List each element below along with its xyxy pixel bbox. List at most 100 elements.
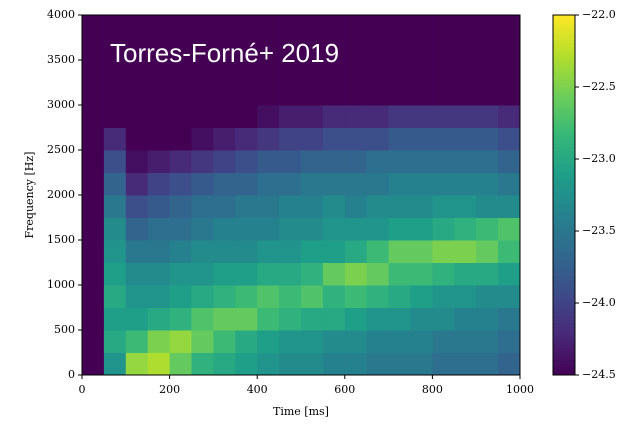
heatmap-cell [367,38,389,61]
heatmap-cell [411,195,433,218]
heatmap-cell [345,195,367,218]
heatmap-cell [345,128,367,151]
heatmap-cell [432,218,454,241]
heatmap-cell [345,105,367,128]
colorbar-segment [553,231,575,236]
heatmap-cell [454,128,476,151]
heatmap-cell [498,330,520,353]
heatmap-cell [257,263,279,286]
heatmap-cell [323,285,345,308]
heatmap-cell [279,285,301,308]
heatmap-cell [323,195,345,218]
heatmap-cell [432,240,454,263]
heatmap-cell [279,150,301,173]
heatmap-cell [104,308,126,331]
colorbar-segment [553,215,575,220]
heatmap-cell [257,353,279,376]
heatmap-cell [345,240,367,263]
heatmap-cell [235,15,257,38]
heatmap-cell [432,105,454,128]
heatmap-cell [148,173,170,196]
heatmap-cell [148,353,170,376]
colorbar-segment [553,195,575,200]
heatmap-cell [476,83,498,106]
colorbar [553,15,575,376]
heatmap-cell [498,353,520,376]
heatmap-cell [192,15,214,38]
heatmap-cell [235,105,257,128]
colorbar-segment [553,103,575,108]
heatmap-cell [126,330,148,353]
heatmap-cell [345,308,367,331]
heatmap-cell [411,218,433,241]
heatmap-cell [257,15,279,38]
x-axis-label: Time [ms] [273,405,329,418]
x-tick-label: 800 [422,383,443,396]
heatmap-cell [192,285,214,308]
heatmap-cell [345,38,367,61]
heatmap-cell [367,330,389,353]
heatmap-cell [235,240,257,263]
heatmap-cell [301,330,323,353]
heatmap-cell [367,83,389,106]
heatmap-cell [345,173,367,196]
heatmap-cell [279,353,301,376]
heatmap-cell [126,83,148,106]
heatmap-cell [235,353,257,376]
heatmap-cell [389,38,411,61]
heatmap-cell [411,128,433,151]
colorbar-segment [553,159,575,164]
heatmap-cell [454,263,476,286]
heatmap-cell [257,308,279,331]
heatmap-cell [476,263,498,286]
heatmap-cell [148,263,170,286]
heatmap-cell [301,353,323,376]
colorbar-segment [553,191,575,196]
heatmap-cell [454,60,476,83]
heatmap-cell [126,173,148,196]
heatmap-cell [235,150,257,173]
colorbar-segment [553,327,575,332]
colorbar-segment [553,187,575,192]
heatmap-cell [389,60,411,83]
colorbar-segment [553,151,575,156]
y-tick-label: 0 [68,368,75,381]
heatmap-cell [257,240,279,263]
heatmap-cell [345,330,367,353]
colorbar-segment [553,243,575,248]
colorbar-segment [553,143,575,148]
heatmap-cell [170,128,192,151]
heatmap-cell [389,353,411,376]
colorbar-tick-label: −22.0 [582,8,616,21]
chart: Torres-Forné+ 2019 Time [ms] Frequency [… [0,0,625,430]
heatmap-cell [213,240,235,263]
colorbar-segment [553,199,575,204]
heatmap-cell [411,240,433,263]
y-tick-label: 4000 [47,8,75,21]
heatmap-cell [104,128,126,151]
colorbar-segment [553,203,575,208]
colorbar-segment [553,235,575,240]
colorbar-segment [553,259,575,264]
colorbar-segment [553,51,575,56]
annotation: Torres-Forné+ 2019 [110,38,339,68]
colorbar-segment [553,35,575,40]
colorbar-segment [553,227,575,232]
heatmap-cell [257,330,279,353]
heatmap-cell [213,330,235,353]
heatmap-cell [170,150,192,173]
colorbar-segment [553,55,575,60]
heatmap-cell [257,285,279,308]
colorbar-segment [553,47,575,52]
heatmap-cell [170,173,192,196]
heatmap-cell [323,105,345,128]
heatmap-cell [476,353,498,376]
heatmap-cell [367,60,389,83]
colorbar-segment [553,115,575,120]
heatmap-cell [126,240,148,263]
heatmap-cell [126,285,148,308]
heatmap-cell [454,15,476,38]
heatmap-cell [454,195,476,218]
heatmap-cell [432,330,454,353]
heatmap-cell [126,263,148,286]
